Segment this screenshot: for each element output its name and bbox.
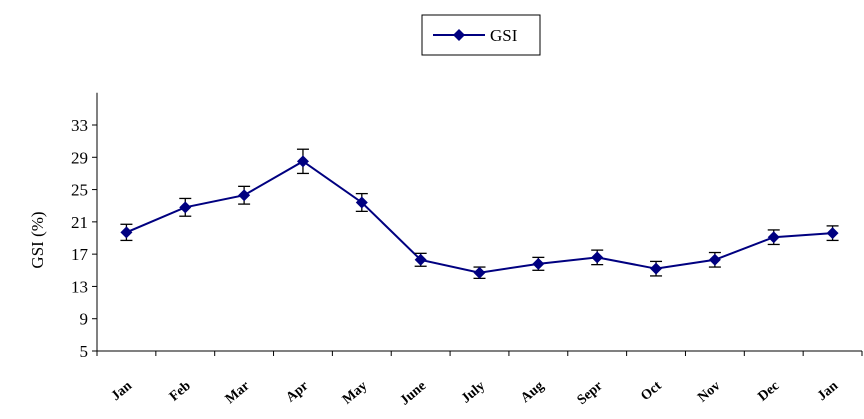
- y-axis-label: GSI (%): [28, 211, 47, 268]
- x-tick-label: July: [459, 379, 488, 407]
- data-point: [120, 226, 133, 239]
- x-tick-label: Nov: [695, 379, 723, 406]
- data-point: [355, 196, 368, 209]
- data-point: [708, 253, 721, 266]
- data-point: [650, 262, 663, 275]
- y-tick-label: 33: [71, 116, 88, 135]
- data-point: [179, 201, 192, 214]
- x-tick-label: Feb: [167, 378, 194, 404]
- x-tick-label: May: [340, 379, 370, 408]
- x-axis: Jan Feb Mar Apr May June July Aug Sepr Oct Nov Dec J…: [96, 350, 863, 409]
- y-tick-label: 29: [71, 148, 88, 167]
- legend-marker: [453, 29, 465, 41]
- x-tick-label: Mar: [223, 379, 253, 407]
- x-tick-label: Dec: [755, 379, 782, 405]
- series-line-gsi: [126, 160, 833, 274]
- data-point: [238, 189, 251, 202]
- y-tick-label: 13: [71, 277, 88, 296]
- data-point: [414, 253, 427, 266]
- x-tick-label: June: [398, 379, 430, 409]
- x-tick-label: Apr: [283, 379, 311, 406]
- x-tick-label: Oct: [638, 378, 665, 404]
- legend-label: GSI: [490, 26, 518, 45]
- legend: GSI: [421, 14, 541, 56]
- x-tick-label: Sepr: [575, 379, 606, 408]
- x-tick-label: Aug: [518, 379, 547, 407]
- y-tick-label: 9: [80, 310, 89, 329]
- plot-area: [120, 148, 839, 280]
- data-point: [532, 257, 545, 270]
- x-tick-label: Jan: [815, 378, 841, 404]
- y-tick-label: 25: [71, 181, 88, 200]
- data-point: [296, 155, 309, 168]
- data-point: [591, 251, 604, 264]
- y-tick-label: 17: [71, 245, 89, 264]
- y-axis: 5 9 13 17 21 25 29 33: [71, 92, 98, 361]
- y-tick-label: 5: [80, 342, 89, 361]
- data-point: [473, 266, 486, 279]
- y-tick-label: 21: [71, 213, 88, 232]
- data-point: [826, 227, 839, 240]
- data-point: [767, 231, 780, 244]
- x-tick-label: Jan: [109, 378, 135, 404]
